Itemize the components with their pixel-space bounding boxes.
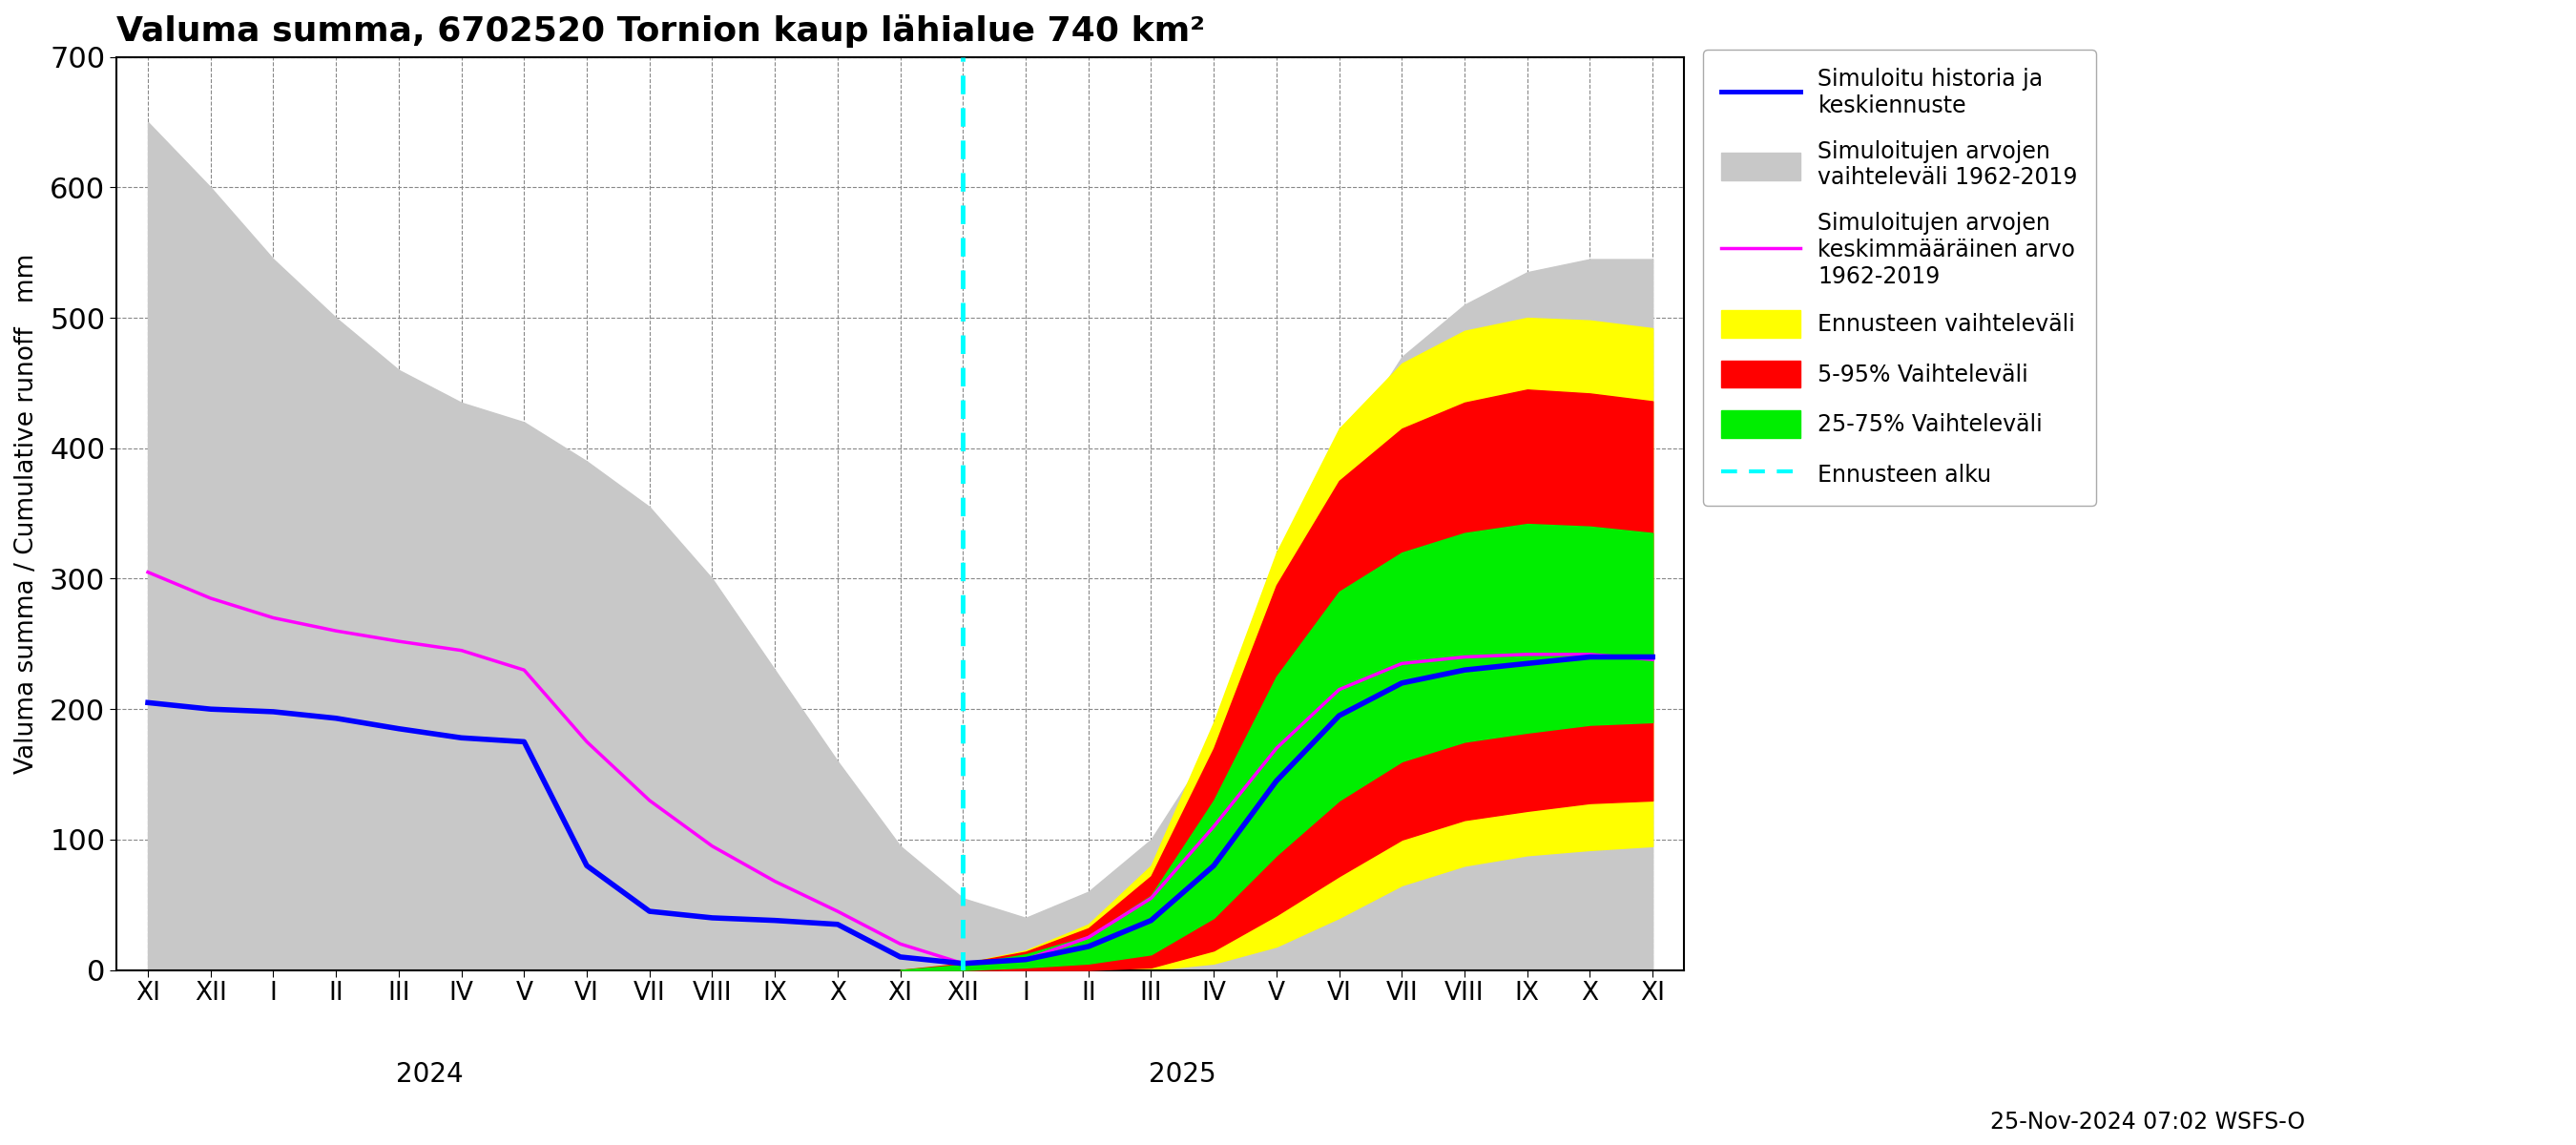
Text: 2024: 2024 [397, 1061, 464, 1088]
Y-axis label: Valuma summa / Cumulative runoff   mm: Valuma summa / Cumulative runoff mm [15, 253, 39, 774]
Text: 2025: 2025 [1149, 1061, 1216, 1088]
Text: 25-Nov-2024 07:02 WSFS-O: 25-Nov-2024 07:02 WSFS-O [1991, 1111, 2306, 1134]
Text: Valuma summa, 6702520 Tornion kaup lähialue 740 km²: Valuma summa, 6702520 Tornion kaup lähia… [116, 14, 1206, 48]
Legend: Simuloitu historia ja
keskiennuste, Simuloitujen arvojen
vaihteleväli 1962-2019,: Simuloitu historia ja keskiennuste, Simu… [1703, 50, 2097, 506]
